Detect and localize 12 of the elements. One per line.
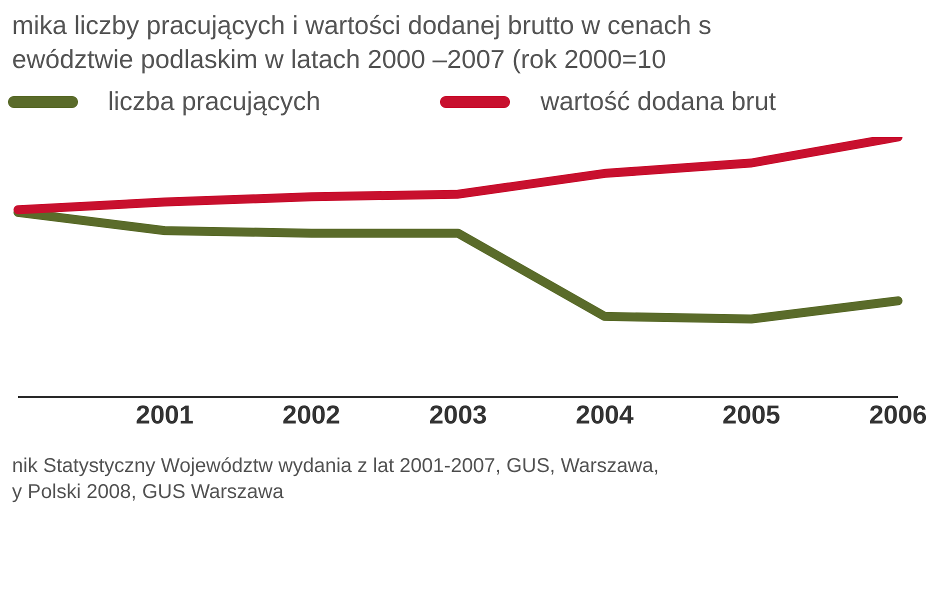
text: y Polski 2008, GUS Warszawa — [12, 480, 285, 505]
chart-title: mika liczby pracujących i wartości dodanej brutto w cenach s — [11, 9, 712, 42]
x-tick-label: 2003 — [429, 399, 487, 430]
x-tick-label: 2005 — [722, 399, 780, 430]
chart-subtitle: ewództwie podlaskim w latach 2000 –2007 (rok 2000=10 — [11, 43, 668, 76]
text: nik Statystyczny Województw wydania z lat 2001-2007, GUS, Warszawa, — [12, 454, 660, 479]
legend-label: liczba pracujących — [108, 86, 320, 117]
x-tick-label: 2006 — [869, 399, 927, 430]
legend-label: wartość dodana brut — [540, 86, 776, 117]
x-tick-label: 2001 — [136, 399, 194, 430]
x-tick-label: 2002 — [282, 399, 340, 430]
x-tick-label: 2004 — [576, 399, 634, 430]
